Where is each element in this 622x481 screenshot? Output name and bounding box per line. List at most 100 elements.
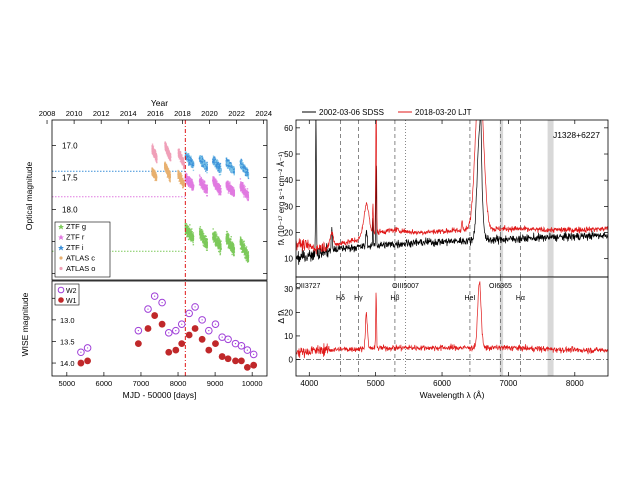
data-point — [187, 225, 190, 228]
data-point — [192, 166, 194, 169]
data-point — [206, 165, 208, 167]
data-point — [188, 184, 190, 187]
data-point — [246, 169, 249, 172]
data-point — [218, 238, 220, 240]
data-point — [240, 166, 242, 168]
data-point — [227, 236, 229, 238]
data-point — [242, 170, 244, 172]
data-point — [232, 187, 235, 189]
data-point — [216, 241, 218, 244]
data-point — [239, 236, 242, 238]
data-point — [219, 240, 222, 242]
data-point — [153, 172, 156, 174]
data-point — [215, 184, 218, 186]
data-point — [231, 193, 234, 196]
data-point — [178, 171, 180, 173]
data-point — [227, 240, 229, 242]
data-point — [216, 163, 218, 165]
data-point — [231, 192, 234, 195]
data-point — [233, 174, 235, 176]
data-point — [229, 189, 232, 192]
data-point — [153, 151, 155, 153]
data-point — [216, 189, 218, 192]
data-point — [205, 161, 207, 164]
data-point — [225, 185, 227, 187]
data-point — [243, 196, 245, 198]
data-point — [228, 189, 230, 192]
data-point — [190, 184, 192, 187]
data-point — [247, 258, 249, 260]
data-point — [201, 183, 203, 185]
data-point — [200, 228, 203, 231]
data-point — [200, 161, 202, 164]
data-point — [214, 180, 217, 182]
data-point — [204, 241, 206, 244]
data-point — [229, 166, 231, 169]
data-point — [203, 181, 205, 183]
data-point — [246, 188, 249, 190]
data-point — [155, 176, 157, 179]
data-point — [233, 170, 235, 173]
data-point — [242, 192, 245, 194]
data-point — [227, 161, 230, 163]
data-point — [217, 243, 219, 245]
data-point — [206, 186, 208, 188]
data-point — [246, 194, 249, 196]
data-point — [201, 188, 204, 190]
data-point — [165, 167, 167, 169]
data-point — [214, 244, 217, 246]
data-point — [169, 172, 171, 174]
data-point — [182, 184, 184, 187]
data-point — [217, 247, 220, 250]
data-point — [239, 162, 242, 164]
data-point — [191, 159, 193, 161]
data-point — [240, 159, 242, 161]
data-point — [246, 192, 249, 195]
data-point — [202, 242, 205, 244]
data-point — [184, 232, 187, 235]
data-point — [185, 231, 188, 233]
data-point — [227, 165, 229, 167]
data-point — [230, 171, 232, 173]
data-point — [229, 183, 231, 185]
data-point — [241, 191, 244, 194]
data-point — [203, 184, 206, 187]
data-point — [229, 187, 232, 190]
data-point — [227, 160, 230, 162]
data-point — [244, 256, 246, 259]
data-point — [206, 238, 208, 240]
data-point — [186, 181, 188, 184]
data-point — [190, 228, 192, 231]
data-point — [181, 181, 183, 184]
data-point — [184, 151, 187, 154]
data-point — [182, 182, 185, 185]
data-point — [154, 179, 156, 182]
data-point — [202, 185, 205, 187]
data-point — [188, 238, 190, 241]
data-point — [214, 164, 216, 166]
data-point — [247, 250, 249, 253]
data-point — [230, 248, 232, 251]
data-point — [189, 224, 191, 226]
data-point — [215, 165, 218, 168]
data-point — [230, 185, 232, 187]
data-point — [168, 177, 171, 179]
data-point — [189, 163, 192, 165]
data-point — [182, 177, 184, 180]
data-point — [225, 187, 228, 189]
data-point — [232, 190, 234, 192]
data-point — [243, 248, 245, 250]
data-point — [215, 164, 217, 166]
data-point — [192, 236, 194, 239]
data-point — [230, 193, 233, 195]
data-point — [225, 240, 228, 242]
data-point — [227, 242, 230, 244]
data-point — [228, 161, 231, 164]
data-point — [243, 192, 246, 195]
data-point — [218, 165, 221, 167]
data-point — [200, 239, 202, 241]
data-point — [228, 186, 230, 188]
data-point — [192, 241, 194, 244]
data-point — [225, 234, 228, 236]
data-point — [202, 182, 204, 185]
